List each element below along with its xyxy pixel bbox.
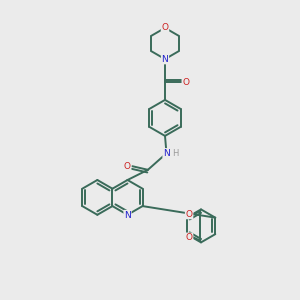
Text: O: O (186, 209, 193, 218)
Text: O: O (186, 233, 193, 242)
Text: O: O (161, 23, 169, 32)
Text: H: H (172, 149, 178, 158)
Text: N: N (163, 149, 170, 158)
Text: O: O (124, 162, 131, 171)
Text: N: N (124, 211, 131, 220)
Text: O: O (182, 78, 190, 87)
Text: N: N (162, 55, 168, 64)
